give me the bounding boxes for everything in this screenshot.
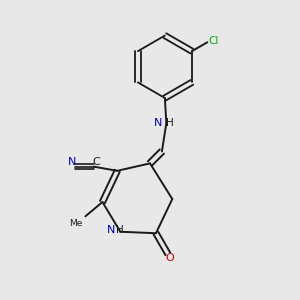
Text: O: O (165, 253, 174, 263)
Text: Me: Me (69, 219, 82, 228)
Text: N: N (154, 118, 162, 128)
Text: C: C (92, 157, 100, 167)
Text: H: H (166, 118, 174, 128)
Text: H: H (116, 225, 124, 235)
Text: N: N (106, 225, 115, 235)
Text: Cl: Cl (209, 36, 219, 46)
Text: N: N (68, 157, 76, 167)
